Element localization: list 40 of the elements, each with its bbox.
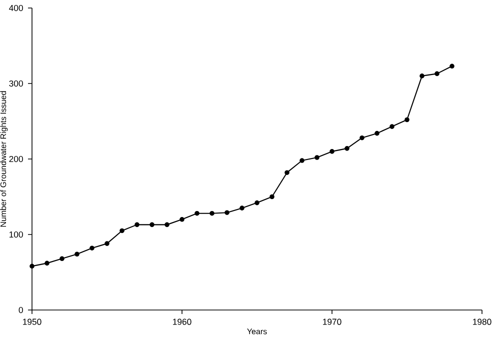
point — [164, 222, 170, 228]
x-tick-label: 1960 — [173, 318, 192, 325]
point — [180, 217, 184, 222]
x-axis-title: Years — [247, 328, 267, 334]
point — [44, 260, 50, 266]
point — [344, 146, 350, 151]
point — [134, 222, 140, 228]
point — [30, 264, 34, 269]
y-tick-label: 0 — [18, 306, 23, 314]
point — [104, 241, 110, 246]
x-tick-label: 1980 — [473, 318, 492, 325]
point — [450, 64, 454, 69]
point — [284, 170, 290, 175]
point — [60, 256, 64, 262]
y-tick-label: 200 — [9, 156, 23, 162]
point — [210, 210, 214, 216]
y-axis-title: Number of Groundwater Rights Issued — [0, 91, 8, 227]
y-tick-label: 100 — [10, 231, 23, 238]
point — [90, 246, 94, 250]
point — [270, 194, 274, 200]
point — [314, 155, 320, 160]
point — [300, 158, 304, 163]
point — [240, 206, 244, 210]
point — [150, 222, 154, 228]
point — [224, 210, 230, 216]
point — [374, 130, 380, 136]
x-tick-label: 1970 — [323, 318, 342, 325]
point — [194, 210, 200, 216]
point — [390, 124, 394, 129]
point — [254, 200, 260, 206]
y-tick-label: 400 — [9, 4, 23, 12]
y-tick-label: 300 — [9, 80, 23, 87]
point — [120, 228, 124, 234]
x-tick-label: 1950 — [23, 318, 42, 325]
point — [434, 71, 440, 76]
point — [420, 74, 424, 78]
point — [330, 149, 334, 154]
point — [360, 135, 364, 140]
point — [404, 117, 410, 122]
point — [74, 252, 80, 257]
